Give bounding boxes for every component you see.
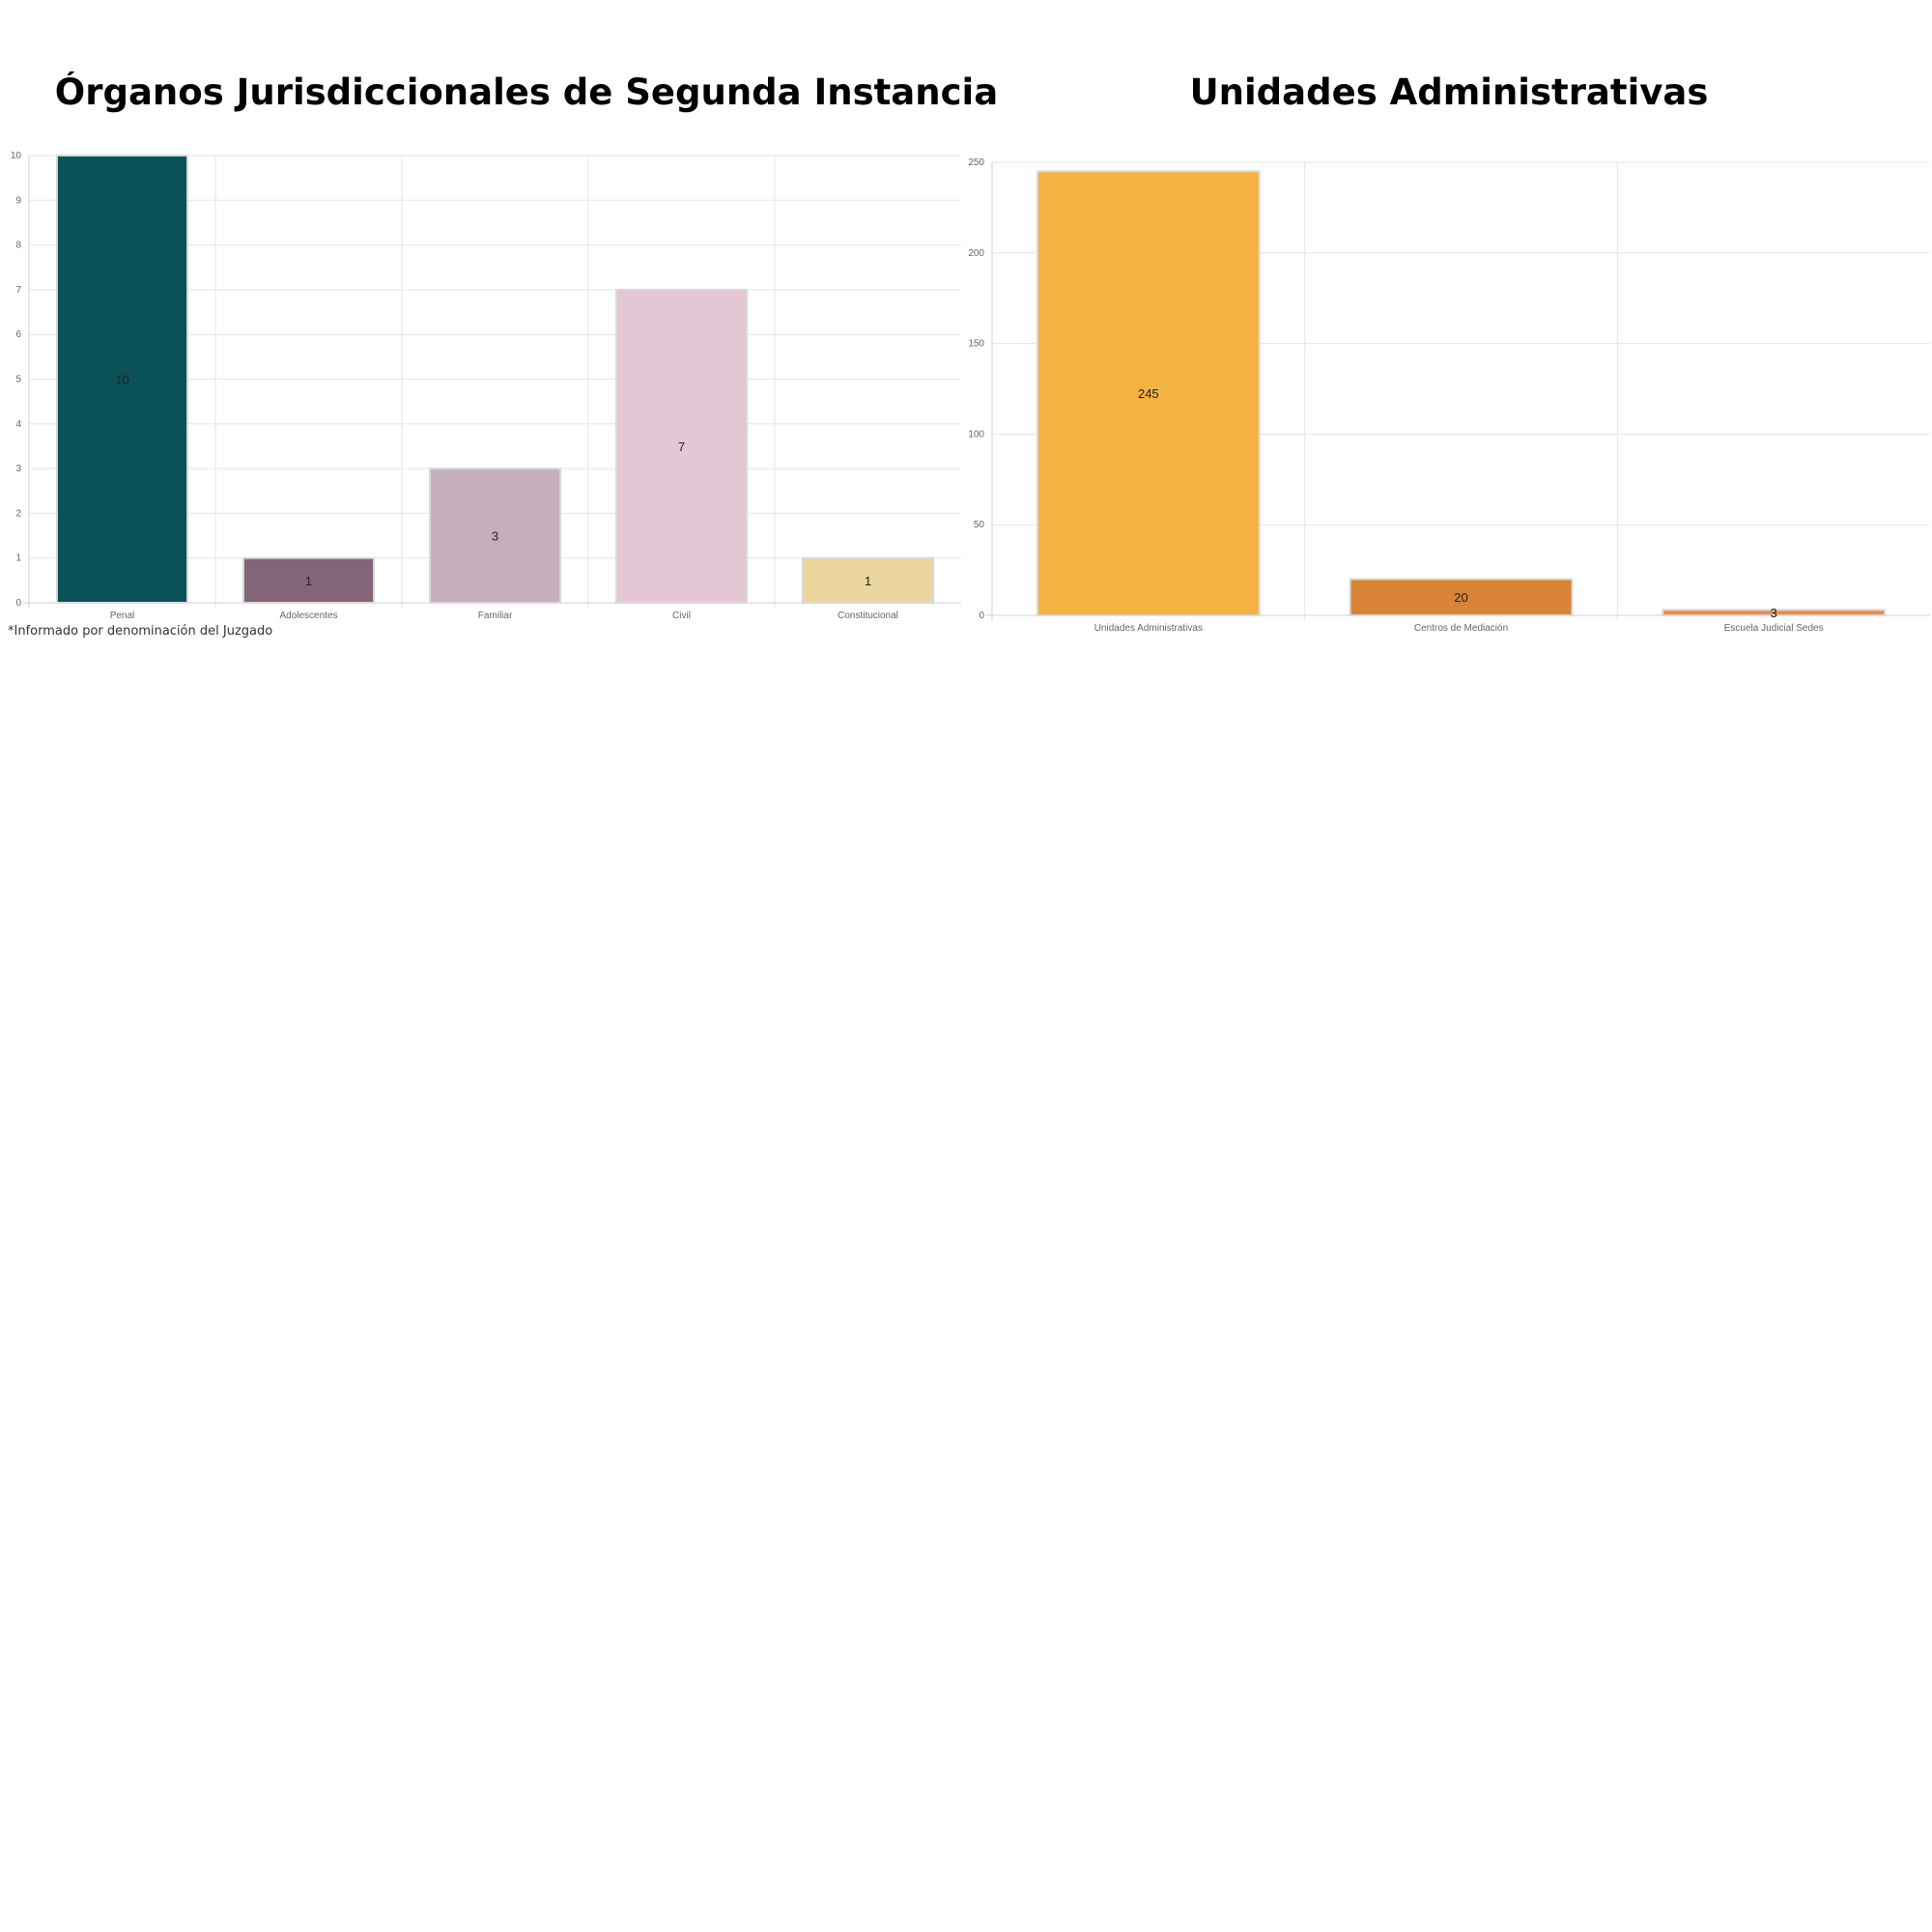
y-tick-label: 1 — [15, 554, 21, 564]
y-tick-label: 0 — [979, 611, 984, 621]
bar-civil — [614, 288, 749, 604]
y-tick-label: 9 — [15, 195, 21, 206]
y-tick-label: 7 — [15, 285, 21, 296]
x-tick-label: Penal — [110, 611, 135, 621]
x-tick-label: Civil — [672, 611, 691, 621]
data-label: 20 — [1454, 590, 1467, 605]
y-tick-label: 6 — [15, 329, 21, 340]
data-label: 3 — [1771, 606, 1777, 620]
bar-familiar — [428, 468, 562, 604]
bar-adolescentes — [242, 556, 376, 605]
y-tick-label: 0 — [15, 598, 21, 609]
x-tick-label: Constitucional — [838, 611, 898, 621]
y-tick-label: 3 — [15, 464, 21, 474]
chart-unidades-administrativas: 0 50 100 150 200 250 245 Unidades Administrativ… — [968, 157, 1930, 634]
bar-escuela-judicial-sedes — [1662, 609, 1887, 617]
chart-organos-segunda-instancia: 0 1 2 3 4 5 6 7 8 9 10 10 Penal 1 Adolescentes 3 Familia… — [11, 151, 961, 621]
y-tick-label: 250 — [968, 157, 984, 168]
y-tick-label: 10 — [11, 151, 22, 161]
chart-title-right: Unidades Administrativas — [1189, 71, 1709, 113]
data-label: 3 — [492, 529, 498, 544]
y-tick-label: 2 — [15, 508, 21, 519]
data-label: 7 — [678, 440, 685, 454]
y-tick-label: 100 — [968, 429, 984, 440]
x-tick-label: Unidades Administrativas — [1094, 623, 1203, 634]
x-tick-label: Centros de Mediación — [1414, 623, 1508, 634]
y-tick-label: 50 — [974, 520, 985, 530]
x-tick-label: Escuela Judicial Sedes — [1724, 623, 1824, 634]
x-tick-label: Familiar — [478, 611, 513, 621]
y-tick-label: 200 — [968, 248, 984, 259]
chart-title-left: Órganos Jurisdiccionales de Segunda Inst… — [54, 71, 999, 113]
data-label: 10 — [115, 373, 128, 387]
data-label: 245 — [1138, 386, 1159, 401]
bar-constitucional — [801, 556, 935, 605]
bar-unidades-administrativas — [1036, 170, 1261, 616]
y-tick-label: 8 — [15, 241, 21, 251]
x-tick-label: Adolescentes — [279, 611, 337, 621]
y-tick-label: 150 — [968, 339, 984, 350]
bar-penal — [55, 155, 189, 604]
bar-centros-de-mediaci-n — [1349, 578, 1574, 616]
chart-footnote: *Informado por denominación del Juzgado — [8, 624, 273, 639]
data-label: 1 — [865, 574, 871, 588]
data-label: 1 — [305, 574, 312, 588]
y-tick-label: 4 — [15, 419, 21, 430]
y-tick-label: 5 — [15, 375, 21, 385]
